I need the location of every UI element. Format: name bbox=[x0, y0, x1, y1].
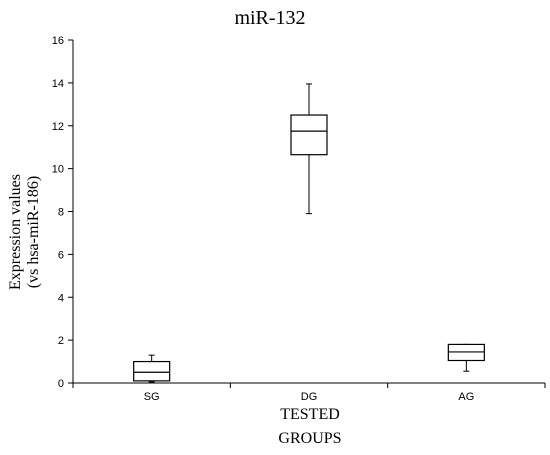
y-tick-label: 4 bbox=[58, 292, 64, 304]
y-tick-label: 10 bbox=[52, 164, 64, 176]
y-tick-label: 8 bbox=[58, 207, 64, 219]
x-tick-label: DG bbox=[301, 391, 318, 403]
y-tick-label: 0 bbox=[58, 378, 64, 390]
box-sg bbox=[133, 360, 171, 382]
y-tick-label: 2 bbox=[58, 335, 64, 347]
x-tick-label: AG bbox=[458, 391, 474, 403]
chart-title: miR-132 bbox=[234, 7, 305, 29]
y-axis-label-line-1: Expression values bbox=[7, 174, 24, 290]
x-axis-label-line-1: TESTED bbox=[280, 406, 340, 423]
y-tick-label: 12 bbox=[52, 121, 64, 133]
x-axis-label: TESTED GROUPS bbox=[278, 406, 341, 447]
plot-area: 0 2 4 6 8 10 12 14 16 SG DG AG bbox=[52, 35, 546, 403]
y-tick-label: 16 bbox=[52, 35, 64, 47]
y-axis-label-line-2: (vs hsa-miR-186) bbox=[25, 176, 42, 288]
box-dg bbox=[290, 114, 328, 156]
y-axis-label: Expression values (vs hsa-miR-186) bbox=[7, 174, 42, 290]
x-tick-label: SG bbox=[144, 391, 160, 403]
x-axis-label-line-2: GROUPS bbox=[278, 430, 341, 447]
y-tick-label: 14 bbox=[52, 78, 64, 90]
y-tick-label: 6 bbox=[58, 249, 64, 261]
